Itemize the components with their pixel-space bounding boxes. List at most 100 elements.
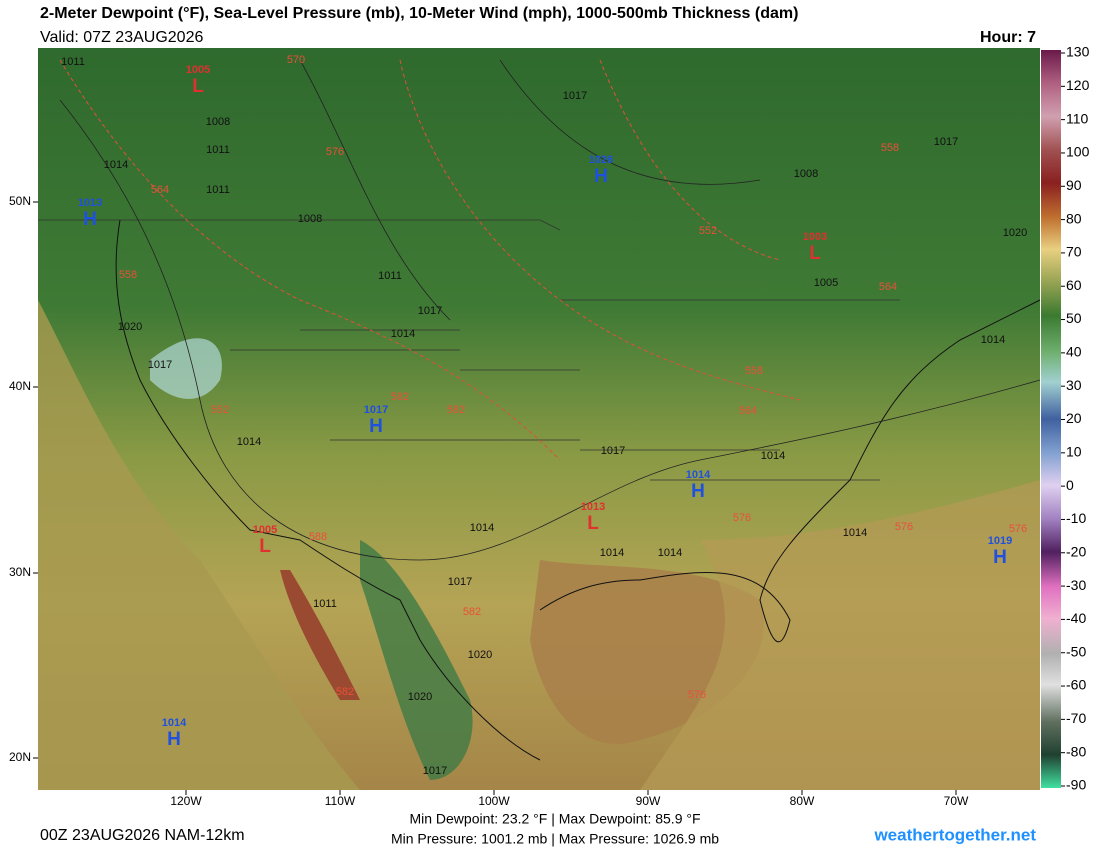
thickness-label: 564 [151, 184, 169, 196]
thickness-label: 552 [211, 404, 229, 416]
center-type: H [167, 729, 181, 750]
thickness-label: 576 [326, 146, 344, 158]
thickness-contours [59, 59, 801, 461]
lon-label: 100W [478, 794, 510, 808]
model-run: 00Z 23AUG2026 NAM-12km [40, 827, 245, 844]
isobars [59, 59, 1041, 561]
isobar-label: 1011 [206, 184, 230, 196]
pacific [38, 300, 360, 790]
center-value: 1003 [803, 231, 827, 243]
colorbar-label: 70 [1066, 244, 1082, 260]
labels: 1301201101009080706050403020100-10-20-30… [9, 44, 1090, 808]
center-value: 1013 [581, 501, 605, 513]
valid-time: Valid: 07Z 23AUG2026 [40, 29, 203, 46]
center-type: H [993, 547, 1007, 568]
thickness-label: 552 [699, 225, 717, 237]
colorbar-label: -70 [1066, 710, 1086, 726]
center-value: 1014 [162, 717, 187, 729]
isobar-label: 1014 [658, 547, 682, 559]
center-value: 1014 [686, 469, 711, 481]
lon-label: 70W [944, 794, 969, 808]
borders [38, 219, 900, 481]
isobar-label: 1020 [468, 649, 492, 661]
colorbar-label: 100 [1066, 144, 1090, 160]
isobar-label: 1011 [378, 270, 402, 282]
center-type: L [192, 76, 204, 97]
colorbar-label: 130 [1066, 44, 1090, 60]
lat-label: 30N [9, 565, 31, 579]
isobar-label: 1014 [237, 436, 261, 448]
isobar-label: 1014 [391, 328, 415, 340]
colorbar-label: -50 [1066, 643, 1086, 659]
center-type: L [809, 243, 821, 264]
isobar-label: 1017 [563, 90, 587, 102]
thickness-label: 576 [688, 689, 706, 701]
lon-label: 110W [325, 794, 356, 808]
center-type: H [369, 416, 383, 437]
colorbar [1041, 50, 1061, 788]
isobar-label: 1014 [761, 450, 785, 462]
lon-label: 90W [636, 794, 661, 808]
dewpoint-stats: Min Dewpoint: 23.2 °F | Max Dewpoint: 85… [409, 811, 700, 827]
center-type: H [691, 481, 705, 502]
center-value: 1005 [186, 64, 210, 76]
isobar-label: 1017 [448, 576, 472, 588]
isobar-label: 1014 [843, 527, 867, 539]
isobar-label: 1005 [814, 277, 838, 289]
lat-label: 50N [9, 194, 31, 208]
thickness-label: 582 [463, 606, 481, 618]
isobar-label: 1008 [298, 213, 322, 225]
lon-label: 80W [790, 794, 815, 808]
colorbar-label: -40 [1066, 610, 1086, 626]
colorbar-label: 30 [1066, 377, 1082, 393]
center-value: 1013 [78, 197, 102, 209]
isobar-label: 1008 [206, 116, 230, 128]
title: 2-Meter Dewpoint (°F), Sea-Level Pressur… [40, 5, 798, 22]
lat-label: 20N [9, 750, 31, 764]
center-type: H [594, 166, 608, 187]
colorbar-label: -60 [1066, 677, 1086, 693]
thickness-label: 588 [309, 531, 327, 543]
isobar-label: 1017 [148, 359, 172, 371]
colorbar-label: -80 [1066, 743, 1086, 759]
colorbar-label: -90 [1066, 777, 1086, 793]
atlantic [640, 480, 1040, 790]
thickness-label: 582 [447, 404, 465, 416]
thickness-label: 564 [739, 405, 757, 417]
center-value: 1019 [988, 535, 1012, 547]
thickness-label: 582 [391, 391, 409, 403]
colorbar-label: 20 [1066, 410, 1082, 426]
center-type: L [259, 536, 271, 557]
center-value: 1017 [364, 404, 388, 416]
colorbar-label: 110 [1066, 110, 1089, 126]
lat-label: 40N [9, 379, 31, 393]
center-type: H [83, 209, 97, 230]
thickness-label: 558 [119, 269, 137, 281]
colorbar-label: 0 [1066, 477, 1074, 493]
gulf-california [280, 570, 360, 700]
isobar-label: 1017 [934, 136, 958, 148]
isobar-label: 1011 [61, 56, 85, 68]
colorbar-label: -10 [1066, 510, 1086, 526]
colorbar-label: 40 [1066, 344, 1082, 360]
center-value: 1026 [589, 154, 613, 166]
lon-label: 120W [170, 794, 202, 808]
isobar-label: 1020 [408, 691, 432, 703]
isobar-label: 1014 [981, 334, 1005, 346]
coastline [115, 219, 1041, 761]
colorbar-label: -30 [1066, 577, 1086, 593]
center-type: L [587, 513, 599, 534]
site: weathertogether.net [873, 825, 1036, 844]
great-basin [150, 338, 222, 399]
thickness-label: 570 [287, 54, 305, 66]
center-value: 1005 [253, 524, 277, 536]
isobar-label: 1011 [206, 144, 230, 156]
map [38, 48, 1041, 790]
isobar-label: 1017 [423, 765, 447, 777]
colorbar-label: 80 [1066, 210, 1082, 226]
colorbar-label: 60 [1066, 277, 1082, 293]
isobar-label: 1011 [313, 598, 337, 610]
isobar-label: 1017 [418, 305, 442, 317]
thickness-label: 582 [336, 686, 354, 698]
